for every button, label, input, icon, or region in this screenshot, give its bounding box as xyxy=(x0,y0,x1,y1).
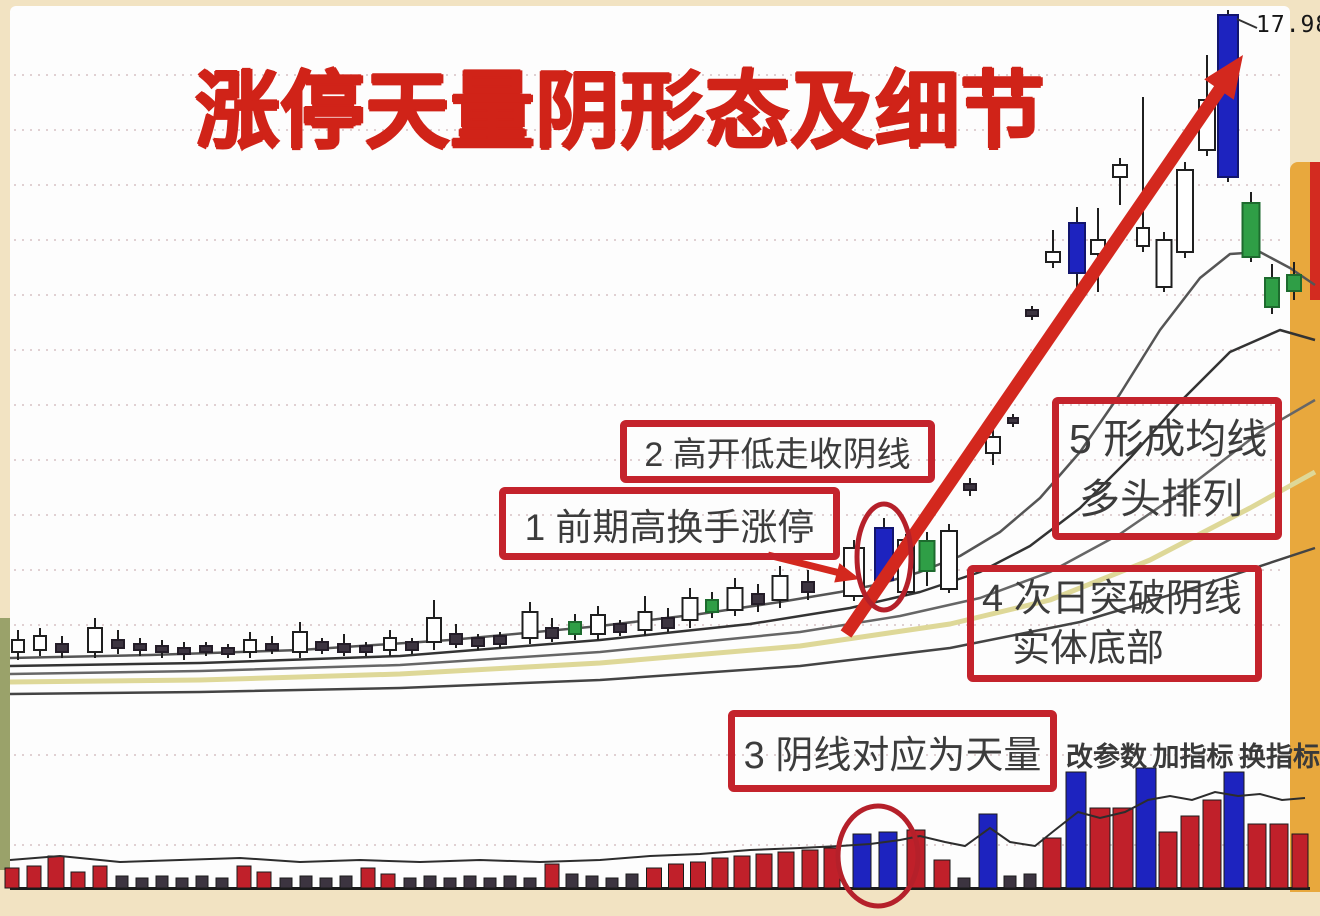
annotation-text: 3 阴线对应为天量 xyxy=(743,734,1042,777)
annotation-text: 1 前期高换手涨停 xyxy=(524,506,815,548)
left-edge-strip xyxy=(0,618,10,870)
annotation-box-2: 2 高开低走收阴线 xyxy=(620,420,935,483)
annotation-box-5: 5 形成均线 多头排列 xyxy=(1052,397,1282,540)
annotation-text: 4 次日突破阴线 xyxy=(982,577,1242,620)
annotation-text: 多头排列 xyxy=(1079,475,1243,522)
add-indicator-button[interactable]: 加指标 xyxy=(1152,742,1234,772)
annotation-box-1: 1 前期高换手涨停 xyxy=(499,487,840,560)
chart-background xyxy=(10,6,1290,890)
page-title: 涨停天量阴形态及细节 xyxy=(194,64,1045,158)
annotation-text: 2 高开低走收阴线 xyxy=(644,436,911,474)
annotation-box-4: 4 次日突破阴线 实体底部 xyxy=(967,565,1262,682)
indicator-toolbar: 改参数 加指标 换指标 xyxy=(1066,735,1320,774)
annotation-text: 5 形成均线 xyxy=(1069,415,1268,462)
annotation-box-3: 3 阴线对应为天量 xyxy=(728,710,1057,792)
price-label: 17.98 xyxy=(1256,12,1320,38)
change-params-button[interactable]: 改参数 xyxy=(1066,742,1147,772)
switch-indicator-button[interactable]: 换指标 xyxy=(1239,742,1320,772)
right-edge-red-strip xyxy=(1310,162,1320,300)
annotation-text: 实体底部 xyxy=(1012,627,1165,670)
